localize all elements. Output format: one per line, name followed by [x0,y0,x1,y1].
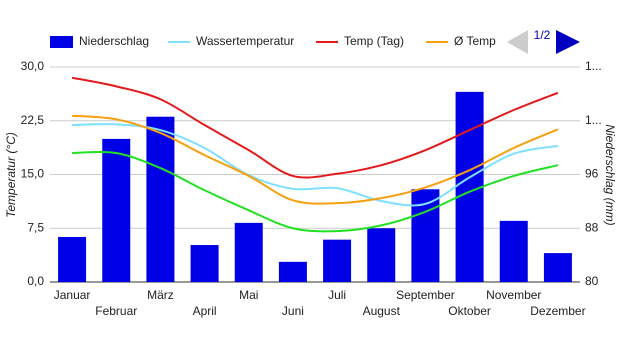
bar [323,239,352,282]
bar [278,261,307,282]
bar [190,245,219,282]
legend-next[interactable] [556,30,580,54]
x-tick-label: Dezember [530,304,585,318]
y-tick-label: 22,5 [21,113,45,127]
bar [234,222,263,282]
y-tick-label: 30,0 [21,59,45,73]
x-tick-label: April [193,304,217,318]
y2-tick-label: 1... [585,59,602,73]
legend-label: Niederschlag [79,34,149,48]
x-tick-label: Januar [54,288,91,302]
y2-axis-title: Niederschlag (mm) [603,124,617,225]
x-tick-label: Mai [239,288,258,302]
x-tick-label: September [396,288,455,302]
legend-label: Ø Temp [454,34,496,48]
line [72,114,559,205]
legend-prev[interactable] [507,30,528,54]
y2-tick-label: 88 [585,220,599,234]
line [72,150,559,233]
y-tick-label: 15,0 [21,167,45,181]
bar [58,236,87,282]
y-tick-label: 0,0 [27,274,44,288]
line [71,76,559,179]
bar [499,220,528,282]
bar [367,228,396,282]
x-tick-label: Oktober [448,304,491,318]
bar [543,253,572,282]
bar [102,138,131,282]
x-tick-label: Juli [328,288,346,302]
y-tick-label: 7,5 [27,220,44,234]
x-tick-label: November [486,288,541,302]
x-tick-label: Juni [282,304,304,318]
y-axis-title: Temperatur (°C) [4,132,18,218]
x-tick-label: August [363,304,401,318]
x-tick-label: März [147,288,174,302]
y2-tick-label: 96 [585,167,599,181]
y2-tick-label: 1... [585,113,602,127]
bar [146,116,175,282]
legend-label: Temp (Tag) [344,34,404,48]
y2-tick-label: 80 [585,274,599,288]
line [72,123,559,207]
legend-swatch [50,36,73,48]
legend-page: 1/2 [534,28,551,42]
legend-label: Wassertemperatur [196,34,294,48]
x-tick-label: Februar [95,304,137,318]
